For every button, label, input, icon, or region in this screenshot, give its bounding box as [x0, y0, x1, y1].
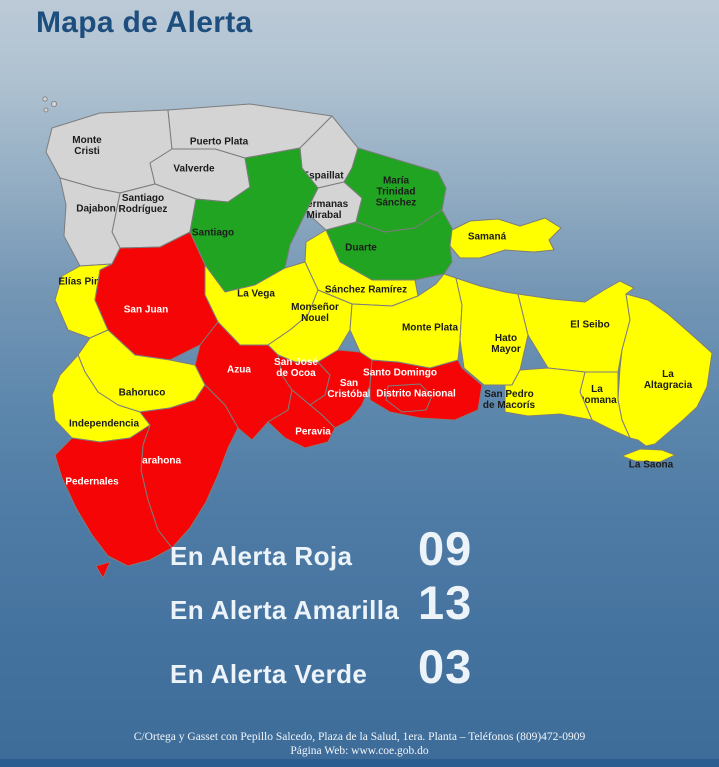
footer-website: Página Web: www.coe.gob.do — [290, 745, 429, 757]
province-peravia — [267, 389, 336, 449]
footer: C/Ortega y Gasset con Pepillo Salcedo, P… — [0, 730, 719, 758]
province-label-santiago-rodriguez: Santiago Rodríguez — [119, 193, 168, 215]
province-label-duarte: Duarte — [345, 243, 377, 254]
province-samana — [449, 217, 562, 259]
province-distrito-nacional — [385, 383, 433, 413]
province-label-santo-domingo: Santo Domingo — [363, 368, 437, 379]
legend-label-verde: En Alerta Verde — [170, 659, 368, 689]
province-label-sanchez-ramirez: Sánchez Ramírez — [325, 285, 407, 296]
province-label-espaillat: Espaillat — [302, 171, 344, 182]
province-label-monte-cristi: Monte Cristi — [72, 135, 102, 157]
legend-count-amarilla: 13 — [418, 576, 473, 629]
province-label-el-seibo: El Seibo — [570, 320, 609, 331]
province-label-puerto-plata: Puerto Plata — [190, 137, 249, 148]
province-dajabon — [59, 177, 121, 267]
province-san-pedro-de-macoris — [504, 367, 593, 421]
beata-island — [95, 561, 111, 579]
province-la-altagracia — [617, 293, 713, 447]
legend-row-roja: En Alerta Roja 09 — [170, 521, 472, 576]
province-label-barahona: Barahona — [135, 456, 182, 467]
province-label-distrito-nacional: Distrito Nacional — [376, 389, 456, 400]
province-hato-mayor — [455, 277, 529, 386]
province-label-valverde: Valverde — [173, 164, 215, 175]
islet — [42, 96, 48, 102]
legend-count-verde: 03 — [418, 640, 473, 693]
province-label-pedernales: Pedernales — [65, 477, 119, 488]
province-label-samana: Samaná — [468, 232, 507, 243]
province-label-elias-pina: Elías Pina — [58, 277, 106, 288]
province-pedernales — [54, 424, 173, 567]
province-label-san-juan: San Juan — [124, 305, 168, 316]
province-label-san-pedro-de-macoris: San Pedro de Macorís — [483, 389, 536, 411]
province-label-santiago: Santiago — [192, 228, 234, 239]
province-label-hato-mayor: Hato Mayor — [491, 333, 521, 355]
province-label-monte-plata: Monte Plata — [402, 323, 459, 334]
islet — [43, 107, 49, 113]
legend-label-amarilla: En Alerta Amarilla — [170, 595, 400, 625]
legend-count-roja: 09 — [418, 522, 473, 575]
province-label-la-altagracia: La Altagracia — [644, 369, 693, 391]
province-label-azua: Azua — [227, 365, 251, 376]
footer-address: C/Ortega y Gasset con Pepillo Salcedo, P… — [133, 731, 586, 743]
province-label-hermanas-mirabal: Hermanas Mirabal — [300, 199, 349, 221]
islet — [51, 101, 58, 108]
province-la-saona — [621, 448, 676, 463]
province-label-la-vega: La Vega — [237, 289, 275, 300]
legend-label-roja: En Alerta Roja — [170, 541, 353, 571]
province-label-independencia: Independencia — [69, 419, 139, 430]
province-label-san-cristobal: San Cristóbal — [327, 378, 371, 400]
bottom-accent-bar — [0, 759, 719, 767]
province-label-bahoruco: Bahoruco — [119, 388, 166, 399]
legend-row-amarilla: En Alerta Amarilla 13 — [170, 575, 472, 630]
province-label-la-romana: La Romana — [577, 384, 617, 406]
province-label-monsenor-nouel: Monseñor Nouel — [291, 302, 339, 324]
province-label-dajabon: Dajabon — [76, 204, 115, 215]
province-label-san-jose-de-ocoa: San José de Ocoa — [274, 357, 318, 379]
legend-row-verde: En Alerta Verde 03 — [170, 639, 472, 694]
province-label-maria-trinidad-sanchez: María Trinidad Sánchez — [376, 176, 417, 209]
province-san-juan — [94, 231, 219, 361]
province-label-la-saona: La Saona — [629, 460, 674, 471]
page-title: Mapa de Alerta — [36, 6, 253, 39]
province-label-peravia: Peravia — [295, 427, 331, 438]
